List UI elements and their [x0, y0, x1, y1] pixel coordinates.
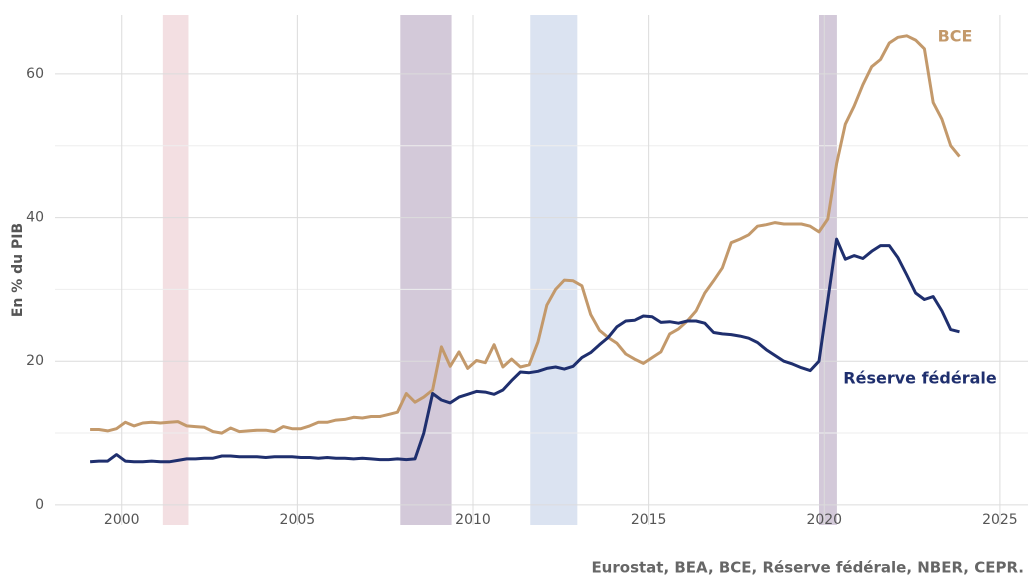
- recession-band: [818, 15, 837, 525]
- x-tick-label: 2005: [280, 512, 316, 528]
- y-tick-label: 60: [26, 66, 44, 82]
- y-tick-label: 0: [35, 497, 44, 513]
- series-line: [89, 237, 960, 464]
- recession-band: [530, 15, 578, 525]
- series-label: Réserve fédérale: [843, 369, 997, 388]
- series-line: [90, 34, 961, 435]
- x-tick-label: 2000: [104, 512, 140, 528]
- x-tick-label: 2010: [455, 512, 491, 528]
- recession-band: [400, 15, 452, 525]
- y-axis-label: En % du PIB: [10, 223, 26, 317]
- y-tick-label: 20: [26, 353, 44, 369]
- x-tick-label: 2020: [806, 512, 842, 528]
- source: Eurostat, BEA, BCE, Réserve fédérale, NB…: [591, 559, 1024, 577]
- x-tick-label: 2025: [982, 512, 1018, 528]
- recession-band: [162, 15, 189, 525]
- x-tick-label: 2015: [631, 512, 667, 528]
- series-label: BCE: [938, 27, 973, 46]
- y-tick-label: 40: [26, 210, 44, 226]
